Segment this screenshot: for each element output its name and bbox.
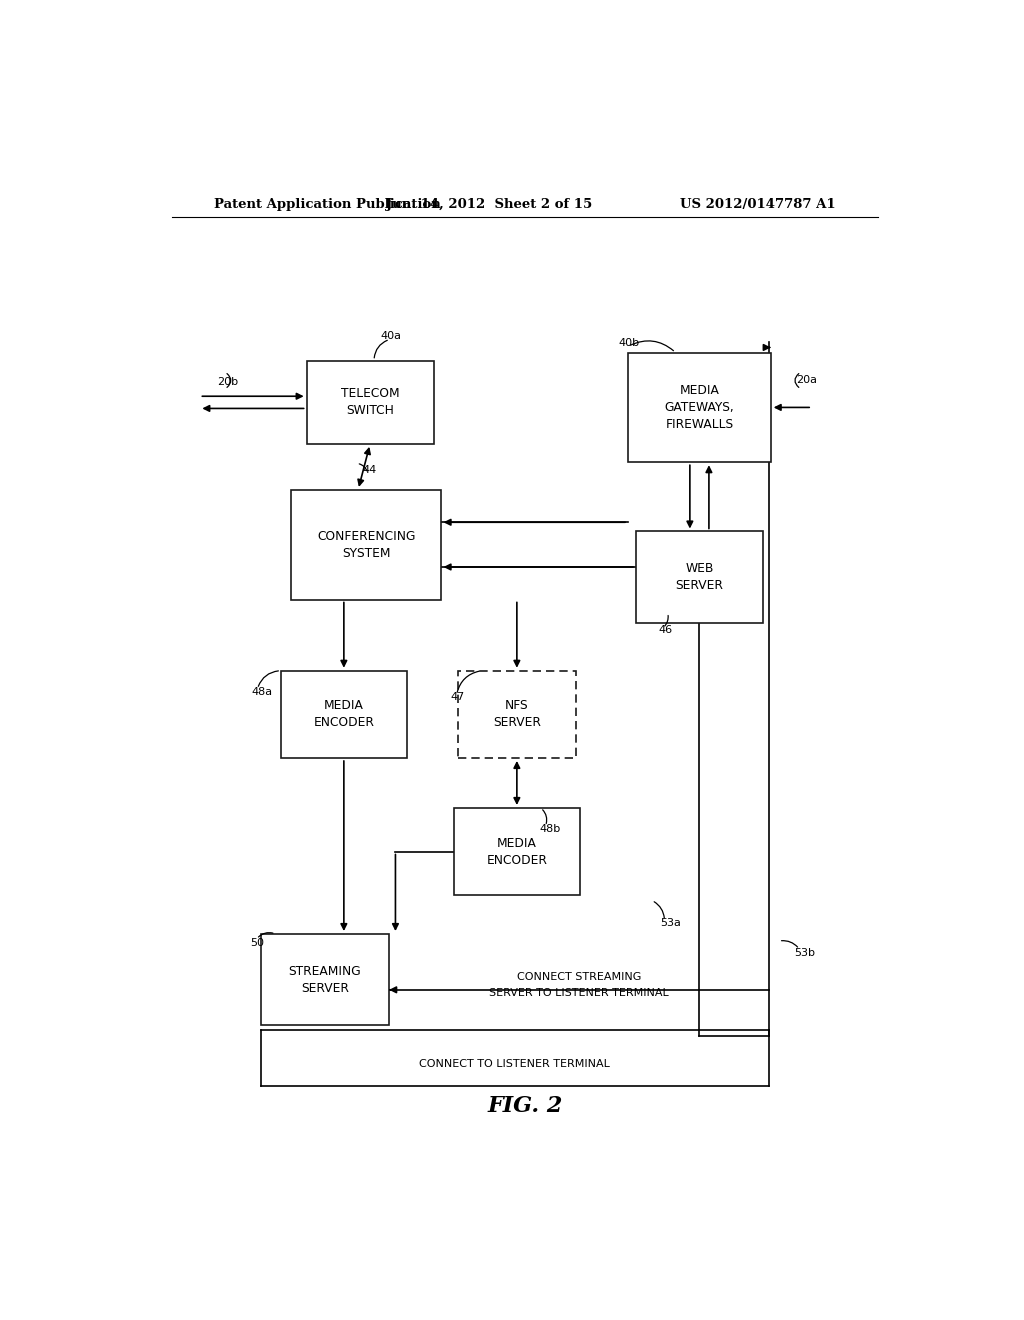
Text: 50: 50	[250, 939, 264, 948]
Text: 48b: 48b	[539, 824, 560, 834]
Text: US 2012/0147787 A1: US 2012/0147787 A1	[680, 198, 836, 211]
Text: 44: 44	[362, 466, 377, 475]
FancyBboxPatch shape	[628, 352, 771, 462]
FancyBboxPatch shape	[292, 490, 440, 599]
Text: 53a: 53a	[659, 917, 681, 928]
Text: TELECOM
SWITCH: TELECOM SWITCH	[341, 387, 399, 417]
FancyBboxPatch shape	[636, 532, 763, 623]
FancyBboxPatch shape	[306, 360, 433, 444]
Text: 47: 47	[451, 692, 465, 702]
Text: 48a: 48a	[251, 686, 272, 697]
Text: WEB
SERVER: WEB SERVER	[676, 562, 723, 593]
Text: 53b: 53b	[795, 948, 816, 958]
Text: 20a: 20a	[797, 375, 817, 385]
Text: CONFERENCING
SYSTEM: CONFERENCING SYSTEM	[316, 529, 416, 560]
Text: MEDIA
ENCODER: MEDIA ENCODER	[486, 837, 547, 867]
Text: Jun. 14, 2012  Sheet 2 of 15: Jun. 14, 2012 Sheet 2 of 15	[386, 198, 592, 211]
Text: MEDIA
GATEWAYS,
FIREWALLS: MEDIA GATEWAYS, FIREWALLS	[665, 384, 734, 430]
FancyBboxPatch shape	[260, 935, 389, 1026]
Text: 20b: 20b	[217, 378, 238, 387]
FancyBboxPatch shape	[455, 808, 580, 895]
Text: STREAMING
SERVER: STREAMING SERVER	[289, 965, 361, 995]
Text: CONNECT STREAMING: CONNECT STREAMING	[517, 972, 641, 982]
FancyBboxPatch shape	[458, 671, 575, 758]
Text: 46: 46	[658, 624, 672, 635]
Text: 40b: 40b	[618, 338, 640, 348]
Text: Patent Application Publication: Patent Application Publication	[214, 198, 440, 211]
Text: SERVER TO LISTENER TERMINAL: SERVER TO LISTENER TERMINAL	[489, 987, 669, 998]
Text: FIG. 2: FIG. 2	[487, 1094, 562, 1117]
Text: 40a: 40a	[380, 331, 401, 342]
FancyBboxPatch shape	[282, 671, 407, 758]
Text: CONNECT TO LISTENER TERMINAL: CONNECT TO LISTENER TERMINAL	[420, 1059, 610, 1069]
Text: NFS
SERVER: NFS SERVER	[493, 700, 541, 730]
Text: MEDIA
ENCODER: MEDIA ENCODER	[313, 700, 375, 730]
